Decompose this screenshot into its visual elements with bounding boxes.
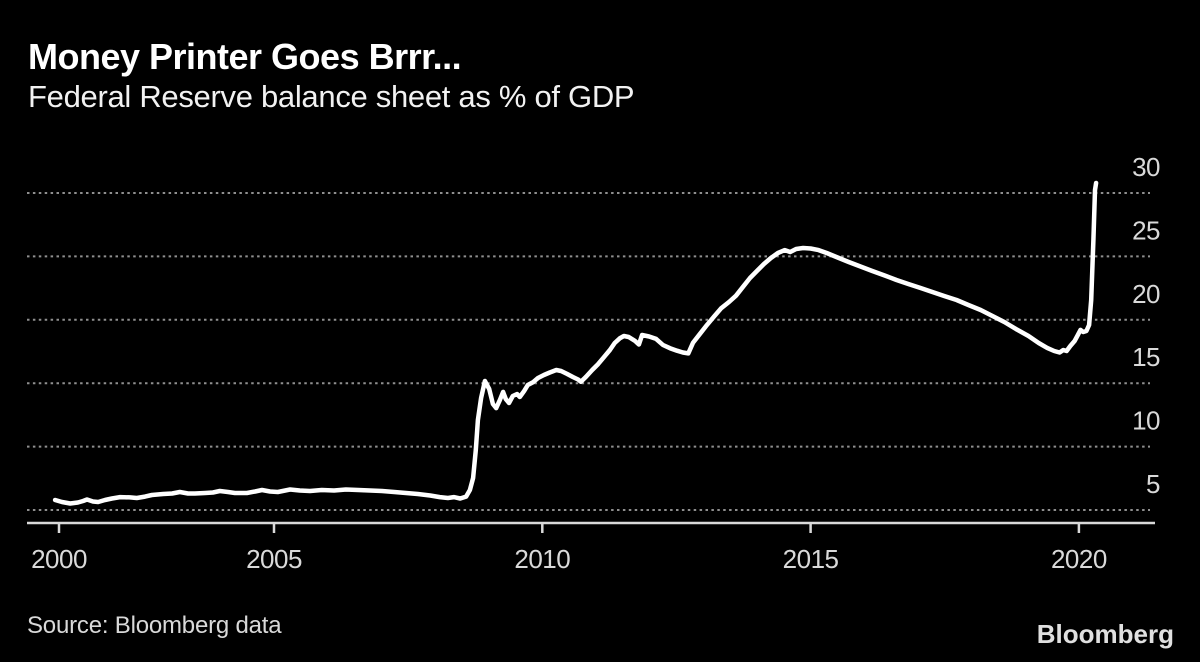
y-tick-label-15: 15 — [1132, 342, 1160, 372]
x-tick-label-2000: 2000 — [31, 544, 87, 574]
x-tick-label-2020: 2020 — [1051, 544, 1107, 574]
x-tick-label-2005: 2005 — [246, 544, 302, 574]
bloomberg-logo: Bloomberg — [1036, 619, 1174, 649]
data-line-0 — [52, 180, 1099, 506]
y-tick-label-25: 25 — [1132, 215, 1160, 245]
source-note: Source: Bloomberg data — [27, 612, 282, 639]
x-tick-label-2010: 2010 — [514, 544, 570, 574]
chart-subtitle: Federal Reserve balance sheet as % of GD… — [28, 79, 635, 114]
y-tick-label-10: 10 — [1132, 406, 1160, 436]
y-tick-label-20: 20 — [1132, 279, 1160, 309]
chart-title: Money Printer Goes Brrr... — [28, 36, 462, 77]
y-tick-label-30: 30 — [1132, 152, 1160, 182]
y-tick-label-5: 5 — [1146, 469, 1160, 499]
x-tick-label-2015: 2015 — [783, 544, 839, 574]
